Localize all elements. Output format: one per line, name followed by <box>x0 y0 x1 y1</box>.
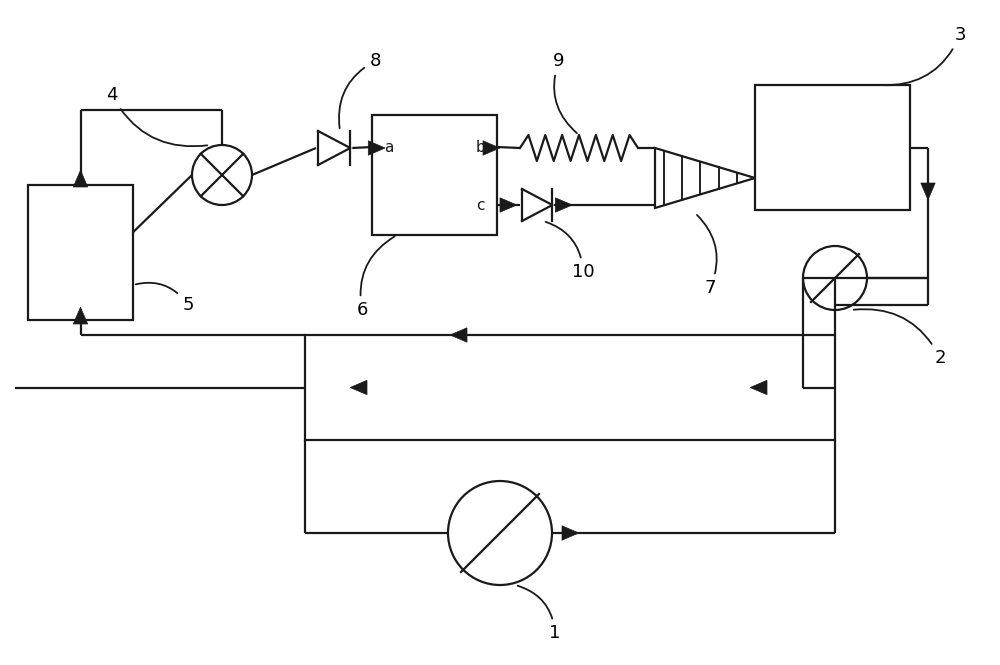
Polygon shape <box>921 183 935 200</box>
Text: 8: 8 <box>339 52 381 128</box>
Polygon shape <box>350 380 367 395</box>
Text: 9: 9 <box>553 52 577 133</box>
Bar <box>28 185 133 320</box>
Text: a: a <box>384 140 394 154</box>
Text: 10: 10 <box>546 222 594 281</box>
Polygon shape <box>450 328 467 342</box>
Text: 4: 4 <box>106 86 207 146</box>
Polygon shape <box>368 141 385 155</box>
Bar <box>372 115 497 235</box>
Polygon shape <box>483 141 500 155</box>
Bar <box>755 85 910 210</box>
Text: 7: 7 <box>697 215 717 297</box>
Polygon shape <box>73 307 88 324</box>
Text: 2: 2 <box>854 309 946 367</box>
Text: 1: 1 <box>518 586 561 642</box>
Bar <box>305 335 835 440</box>
Polygon shape <box>500 198 517 212</box>
Polygon shape <box>555 198 572 212</box>
Polygon shape <box>73 170 88 187</box>
Polygon shape <box>562 526 579 540</box>
Text: 3: 3 <box>882 26 966 85</box>
Text: b: b <box>475 140 485 154</box>
Text: 5: 5 <box>136 283 194 314</box>
Text: 6: 6 <box>356 237 395 319</box>
Polygon shape <box>750 380 767 395</box>
Text: c: c <box>476 198 484 213</box>
